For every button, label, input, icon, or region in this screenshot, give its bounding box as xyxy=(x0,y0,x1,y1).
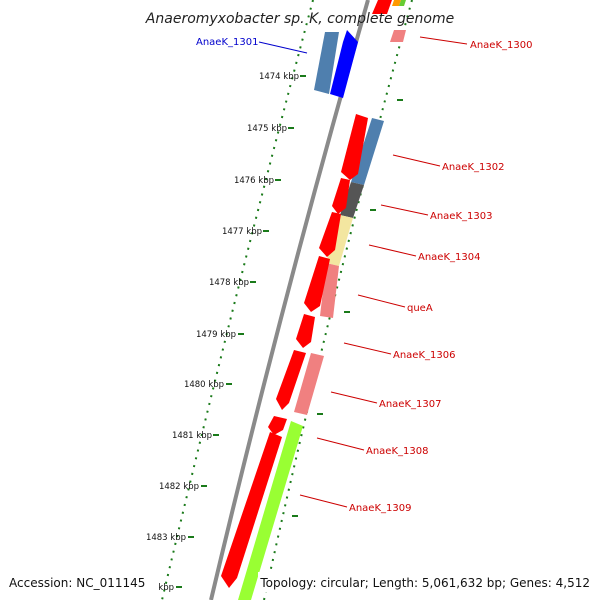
leader-line xyxy=(357,294,406,308)
leader-line xyxy=(368,244,417,257)
gene-top-green[interactable] xyxy=(399,0,406,6)
leader-line xyxy=(316,437,365,451)
tick-label: 1476 kbp xyxy=(234,176,274,186)
leader-line xyxy=(392,154,441,167)
gene-label[interactable]: AnaeK_1302 xyxy=(442,162,504,173)
tick-label: 1483 kbp xyxy=(146,533,186,543)
gene-label[interactable]: AnaeK_1306 xyxy=(393,350,455,361)
leader-lines xyxy=(258,36,468,508)
gene-anaek-1307[interactable] xyxy=(294,353,324,415)
gene-red-8[interactable] xyxy=(221,432,282,588)
tick-label: 1482 kbp xyxy=(159,482,199,492)
tick-label: 1475 kbp xyxy=(247,124,287,134)
leader-line xyxy=(258,41,308,54)
leader-line xyxy=(330,391,378,404)
footer-right-bg xyxy=(258,572,596,592)
tick-label: 1478 kbp xyxy=(209,278,249,288)
gene-label[interactable]: AnaeK_1301 xyxy=(196,37,258,48)
tick-label: 1479 kbp xyxy=(196,330,236,340)
gene-red-2[interactable] xyxy=(332,178,350,214)
gene-label[interactable]: AnaeK_1304 xyxy=(418,252,480,263)
tick-label: 1474 kbp xyxy=(259,72,299,82)
topology-text: Topology: circular; Length: 5,061,632 bp… xyxy=(259,576,590,590)
gene-anaek-1309[interactable] xyxy=(238,421,303,600)
gene-anaek-1300[interactable] xyxy=(390,30,406,42)
footer-left-bg xyxy=(4,572,156,592)
outer-ring-ticks xyxy=(292,99,403,517)
gene-anaek-1302[interactable] xyxy=(351,118,384,185)
gene-label[interactable]: queA xyxy=(407,303,433,314)
gene-anaek-1301-steel[interactable] xyxy=(314,32,339,94)
gene-anaek-1299[interactable] xyxy=(372,0,392,14)
leader-line xyxy=(343,342,392,355)
gene-label[interactable]: AnaeK_1309 xyxy=(349,503,411,514)
gene-top-orange[interactable] xyxy=(392,0,401,6)
leader-line xyxy=(299,494,348,508)
gene-anaek-1301[interactable] xyxy=(330,30,358,98)
gene-label[interactable]: AnaeK_1308 xyxy=(366,446,428,457)
gene-red-6[interactable] xyxy=(276,350,306,410)
gene-label[interactable]: AnaeK_1303 xyxy=(430,211,492,222)
tick-label: 1480 kbp xyxy=(184,380,224,390)
tick-label: 1481 kbp xyxy=(172,431,212,441)
gene-red-1[interactable] xyxy=(341,114,368,180)
tick-label: 1477 kbp xyxy=(222,227,262,237)
gene-anaek-1303[interactable] xyxy=(340,182,364,218)
accession-text: Accession: NC_011145 xyxy=(9,576,145,590)
gene-red-3[interactable] xyxy=(319,212,341,257)
leader-line xyxy=(419,36,468,45)
gene-label[interactable]: AnaeK_1307 xyxy=(379,399,441,410)
map-title: Anaeromyxobacter sp. K, complete genome xyxy=(145,11,454,27)
gene-red-7[interactable] xyxy=(268,416,287,435)
leader-line xyxy=(380,204,429,216)
gene-label[interactable]: AnaeK_1300 xyxy=(470,40,532,51)
gene-red-4[interactable] xyxy=(304,256,330,312)
gene-red-5[interactable] xyxy=(296,314,315,348)
gene-anaek-1304[interactable] xyxy=(326,215,353,266)
